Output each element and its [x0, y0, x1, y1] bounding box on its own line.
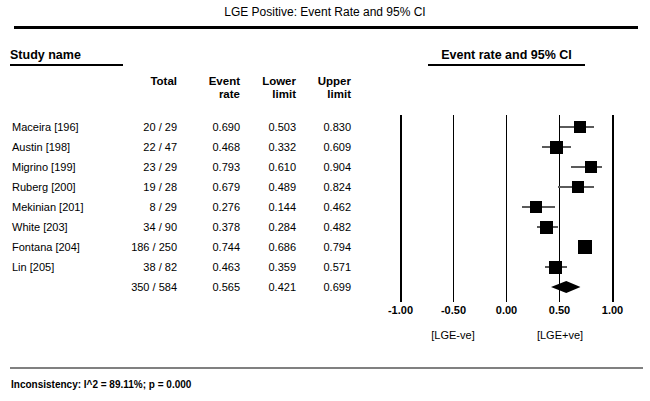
- heterogeneity-note: Inconsistency: I^2 = 89.11%; p = 0.000: [11, 379, 191, 390]
- study-name: Ruberg [200]: [12, 180, 76, 194]
- study-point-square: [574, 121, 586, 133]
- x-axis-tick-label: 1.00: [591, 304, 635, 316]
- axis-group-label-positive: [LGE+ve]: [515, 329, 605, 341]
- cell-upper-limit: 0.794: [281, 240, 351, 254]
- study-name: Fontana [204]: [12, 240, 80, 254]
- study-point-square: [572, 181, 584, 193]
- study-name: Maceira [196]: [12, 120, 79, 134]
- plot-gridline: [400, 115, 402, 302]
- title-divider: [14, 26, 638, 29]
- cell-upper-limit: 0.904: [281, 160, 351, 174]
- cell-total: 34 / 90: [107, 220, 177, 234]
- cell-total: 22 / 47: [107, 140, 177, 154]
- forest-plot-figure: LGE Positive: Event Rate and 95% CI Stud…: [0, 0, 650, 401]
- study-point-square: [540, 221, 553, 234]
- cell-upper-limit: 0.824: [281, 180, 351, 194]
- study-name: Austin [198]: [12, 140, 70, 154]
- column-header-total: Total: [107, 75, 177, 88]
- cell-total: 38 / 82: [107, 260, 177, 274]
- study-name: Mekinian [201]: [12, 200, 84, 214]
- cell-total: 350 / 584: [107, 280, 177, 294]
- plot-header: Event rate and 95% CI: [428, 48, 585, 66]
- cell-total: 23 / 29: [107, 160, 177, 174]
- cell-total: 20 / 29: [107, 120, 177, 134]
- cell-upper-limit: 0.462: [281, 200, 351, 214]
- column-header-line: Total: [107, 75, 177, 88]
- cell-upper-limit: 0.699: [281, 280, 351, 294]
- cell-total: 19 / 28: [107, 180, 177, 194]
- x-axis-tick-label: -0.50: [432, 304, 476, 316]
- plot-gridline: [453, 115, 454, 302]
- column-header-line: Upper: [281, 75, 351, 88]
- study-point-square: [578, 240, 592, 254]
- cell-upper-limit: 0.830: [281, 120, 351, 134]
- study-point-square: [585, 161, 597, 173]
- study-point-square: [530, 201, 542, 213]
- study-name: Lin [205]: [12, 260, 54, 274]
- plot-gridline: [506, 115, 507, 302]
- study-name: Migrino [199]: [12, 160, 76, 174]
- study-name-header: Study name: [10, 48, 123, 66]
- x-axis-tick-label: 0.00: [485, 304, 529, 316]
- cell-upper-limit: 0.482: [281, 220, 351, 234]
- column-header-upper-limit: Upper limit: [281, 75, 351, 101]
- cell-total: 8 / 29: [107, 200, 177, 214]
- figure-title: LGE Positive: Event Rate and 95% CI: [0, 5, 650, 19]
- column-header-line: limit: [281, 88, 351, 101]
- x-axis-tick-label: -1.00: [379, 304, 423, 316]
- x-axis-tick-label: 0.50: [538, 304, 582, 316]
- cell-upper-limit: 0.609: [281, 140, 351, 154]
- study-point-square: [549, 261, 562, 274]
- study-point-square: [550, 141, 563, 154]
- plot-gridline: [612, 115, 614, 302]
- cell-upper-limit: 0.571: [281, 260, 351, 274]
- cell-total: 186 / 250: [107, 240, 177, 254]
- footer-divider: [10, 367, 643, 369]
- study-name: White [203]: [12, 220, 68, 234]
- axis-group-label-negative: [LGE-ve]: [408, 329, 498, 341]
- summary-diamond: [551, 281, 580, 293]
